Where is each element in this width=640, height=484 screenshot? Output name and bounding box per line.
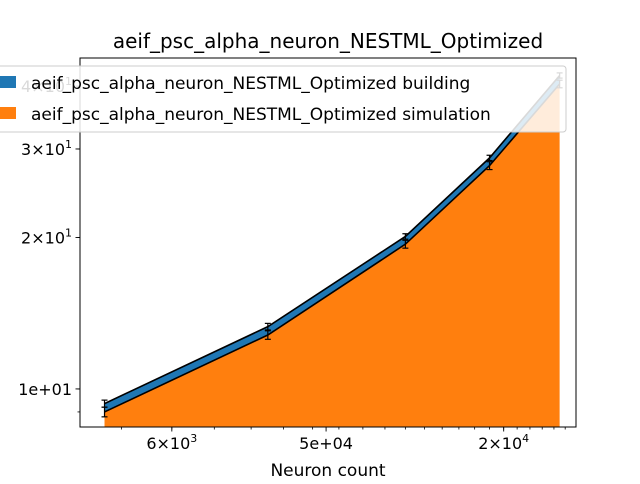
x-tick-label-2: 2×104 xyxy=(478,432,529,453)
x-tick-label-1: 5e+04 xyxy=(299,434,353,453)
legend-frame xyxy=(0,65,567,133)
legend-swatch-building xyxy=(0,76,16,88)
axes-frame xyxy=(79,57,577,428)
x-tick-label-0: 6×103 xyxy=(146,432,197,453)
legend-swatch-simulation xyxy=(0,107,16,119)
y-tick-label-1: 2×101 xyxy=(21,227,72,248)
legend-label-building: aeif_psc_alpha_neuron_NESTML_Optimized b… xyxy=(31,74,470,94)
chart-title: aeif_psc_alpha_neuron_NESTML_Optimized xyxy=(113,29,543,53)
legend-label-simulation: aeif_psc_alpha_neuron_NESTML_Optimized s… xyxy=(31,105,491,125)
legend: aeif_psc_alpha_neuron_NESTML_Optimized b… xyxy=(0,65,567,133)
y-tick-label-2: 3×101 xyxy=(21,138,72,159)
x-axis-label: Neuron count xyxy=(270,461,385,480)
y-tick-label-0: 1e+01 xyxy=(18,380,72,399)
series-area-simulation xyxy=(104,83,560,427)
